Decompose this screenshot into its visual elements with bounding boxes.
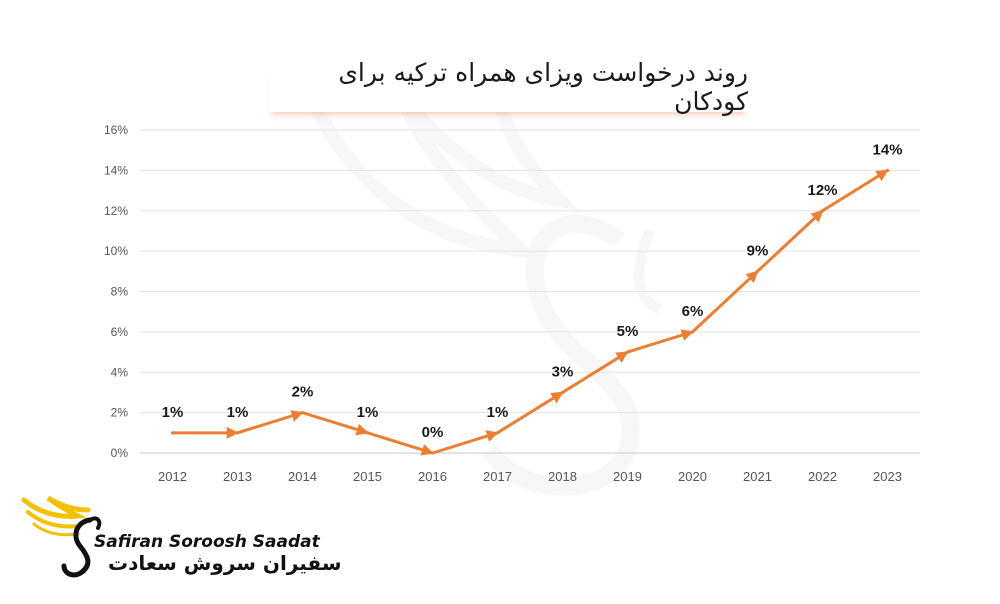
data-label: 1% (487, 404, 509, 421)
y-tick-label: 12% (104, 204, 128, 218)
x-tick-label: 2023 (873, 469, 902, 484)
y-tick-label: 16% (104, 123, 128, 137)
x-tick-label: 2020 (678, 469, 707, 484)
series-line-segment (431, 430, 499, 455)
data-point (561, 390, 564, 394)
y-tick-label: 10% (104, 244, 128, 258)
brand-name-persian: سفیران سروش سعادت (108, 551, 342, 575)
x-tick-label: 2017 (483, 469, 512, 484)
y-tick-label: 14% (104, 163, 128, 177)
x-tick-label: 2015 (353, 469, 382, 484)
series-line-segment (236, 410, 304, 435)
watermark-swan-icon (293, 67, 663, 496)
series-line-segment (691, 269, 759, 334)
data-point (821, 209, 824, 213)
data-point (886, 168, 889, 172)
data-point (496, 431, 499, 435)
series-line-segment (626, 329, 694, 354)
series-line-segment (561, 350, 629, 394)
x-tick-label: 2013 (223, 469, 252, 484)
swan-logo-icon (21, 495, 102, 578)
data-point (756, 269, 759, 273)
data-label: 3% (552, 363, 574, 380)
data-label: 12% (807, 182, 837, 199)
y-tick-label: 0% (111, 446, 129, 460)
x-tick-label: 2014 (288, 469, 317, 484)
x-tick-label: 2021 (743, 469, 772, 484)
x-tick-label: 2012 (158, 469, 187, 484)
series-line-segment (301, 411, 369, 436)
x-tick-label: 2019 (613, 469, 642, 484)
data-label: 1% (162, 404, 184, 421)
x-tick-label: 2018 (548, 469, 577, 484)
data-point (366, 431, 369, 435)
series-line-segment (366, 431, 434, 456)
data-point (236, 431, 239, 435)
data-point (301, 411, 304, 415)
y-tick-label: 2% (111, 406, 129, 420)
data-point (171, 431, 174, 435)
x-tick-label: 2016 (418, 469, 447, 484)
data-point (431, 451, 434, 455)
series-line-segment (756, 209, 824, 273)
y-tick-label: 6% (111, 325, 129, 339)
data-label: 0% (422, 424, 444, 441)
data-label: 5% (617, 323, 639, 340)
series-line-segment (821, 168, 889, 213)
data-label: 6% (682, 303, 704, 320)
y-tick-label: 8% (111, 285, 129, 299)
data-label: 2% (292, 384, 314, 401)
data-point (691, 330, 694, 334)
brand-name-english: Safiran Soroosh Saadat (94, 532, 320, 552)
data-label: 1% (227, 404, 249, 421)
chart-title: روند درخواست ویزای همراه ترکیه برای کودک… (268, 58, 748, 116)
data-label: 14% (872, 141, 902, 158)
y-tick-label: 4% (111, 365, 129, 379)
data-label: 9% (747, 242, 769, 259)
series-line-segment (496, 390, 564, 435)
data-point (626, 350, 629, 354)
data-label: 1% (357, 404, 379, 421)
x-tick-label: 2022 (808, 469, 837, 484)
